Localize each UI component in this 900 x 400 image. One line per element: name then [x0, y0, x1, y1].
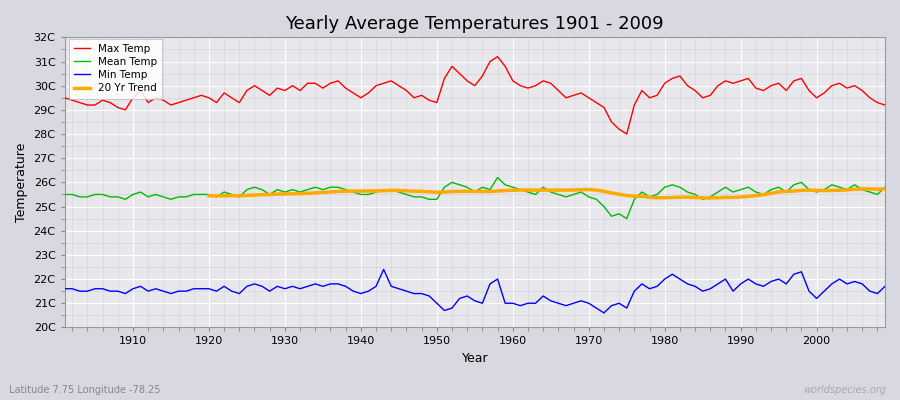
Mean Temp: [59, 192, 70, 197]
Max Temp: [515, 83, 526, 88]
20 Yr Trend: [864, 186, 875, 191]
20 Yr Trend: [203, 193, 214, 198]
Y-axis label: Temperature: Temperature: [15, 143, 28, 222]
Min Temp: [59, 286, 70, 291]
Min Temp: [515, 303, 526, 308]
Legend: Max Temp, Mean Temp, Min Temp, 20 Yr Trend: Max Temp, Mean Temp, Min Temp, 20 Yr Tre…: [68, 39, 162, 98]
Max Temp: [120, 108, 130, 112]
Min Temp: [508, 301, 518, 306]
Mean Temp: [879, 185, 890, 190]
Mean Temp: [621, 216, 632, 221]
20 Yr Trend: [674, 195, 685, 200]
Max Temp: [606, 120, 616, 124]
Mean Temp: [508, 185, 518, 190]
Line: Mean Temp: Mean Temp: [65, 178, 885, 219]
Max Temp: [492, 54, 503, 59]
X-axis label: Year: Year: [462, 352, 488, 365]
Mean Temp: [606, 214, 616, 219]
Min Temp: [598, 310, 609, 315]
Mean Temp: [333, 185, 344, 190]
Line: Max Temp: Max Temp: [65, 57, 885, 134]
Text: Latitude 7.75 Longitude -78.25: Latitude 7.75 Longitude -78.25: [9, 385, 160, 395]
Max Temp: [508, 78, 518, 83]
Max Temp: [333, 78, 344, 83]
Min Temp: [378, 267, 389, 272]
20 Yr Trend: [788, 189, 799, 194]
20 Yr Trend: [409, 189, 419, 194]
Title: Yearly Average Temperatures 1901 - 2009: Yearly Average Temperatures 1901 - 2009: [285, 15, 664, 33]
Mean Temp: [515, 187, 526, 192]
Min Temp: [333, 282, 344, 286]
Max Temp: [879, 103, 890, 108]
Min Temp: [120, 291, 130, 296]
Max Temp: [621, 132, 632, 136]
Mean Temp: [492, 175, 503, 180]
Min Temp: [287, 284, 298, 289]
20 Yr Trend: [879, 187, 890, 192]
Text: worldspecies.org: worldspecies.org: [804, 385, 886, 395]
20 Yr Trend: [773, 190, 784, 194]
Max Temp: [287, 83, 298, 88]
Max Temp: [59, 95, 70, 100]
20 Yr Trend: [294, 191, 305, 196]
Mean Temp: [287, 187, 298, 192]
Mean Temp: [120, 197, 130, 202]
Line: 20 Yr Trend: 20 Yr Trend: [209, 189, 885, 198]
20 Yr Trend: [857, 186, 868, 191]
Min Temp: [614, 301, 625, 306]
Min Temp: [879, 284, 890, 289]
20 Yr Trend: [705, 196, 716, 200]
Line: Min Temp: Min Temp: [65, 270, 885, 313]
